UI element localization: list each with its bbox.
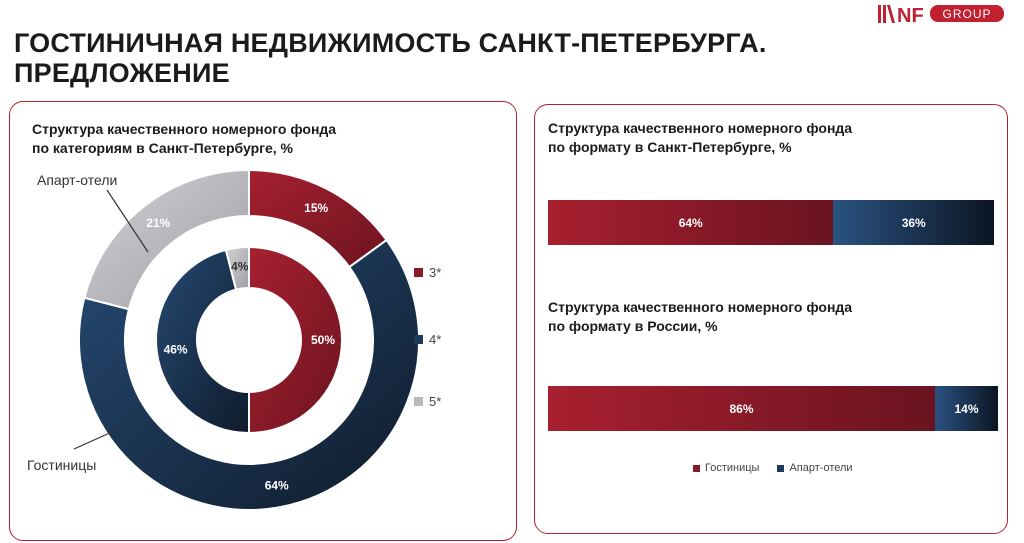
legend-item-3-star: 3* <box>414 265 441 280</box>
bar-russia-segment-apart: 14% <box>935 386 998 431</box>
bar-russia-label-apart: 14% <box>954 401 979 416</box>
spb-format-bar: 64% 36% <box>548 200 994 245</box>
legend-item-apart: Апарт-отели <box>777 462 853 474</box>
legend-label-apart: Апарт-отели <box>789 462 853 474</box>
bar-russia-label-hotels: 86% <box>729 401 754 416</box>
legend-label-3-star: 3* <box>429 265 442 280</box>
russia-format-title-line-2: по формату в России, % <box>548 318 718 334</box>
legend-swatch-apart <box>777 464 785 472</box>
legend-label-5-star: 5* <box>429 394 442 409</box>
spb-format-title: Структура качественного номерного фонда … <box>548 119 852 157</box>
legend-swatch-4-star <box>414 335 423 344</box>
logo-text: GROUP <box>942 7 991 21</box>
russia-format-title-line-1: Структура качественного номерного фонда <box>548 299 853 315</box>
logo-mark-text: NF <box>897 5 924 25</box>
donut-outer-slice-2 <box>78 238 420 511</box>
donut-outer-slice-3 <box>83 168 250 311</box>
leader-line-hotels <box>73 426 124 450</box>
bar-spb-segment-hotels: 64% <box>548 200 834 245</box>
donut-inner-slice-2 <box>155 248 250 435</box>
outer-label-apart: Апарт-отели <box>37 172 117 188</box>
bar-spb-label-hotels: 64% <box>678 215 703 230</box>
legend-item-4-star: 4* <box>414 332 441 347</box>
bar-spb-label-apart: 36% <box>901 215 926 230</box>
legend-swatch-5-star <box>414 397 423 406</box>
donut-inner-label-1: 50% <box>311 333 335 347</box>
leader-line-apart <box>106 189 149 253</box>
donut-outer-label-3: 21% <box>146 216 170 230</box>
spb-format-title-line-2: по формату в Санкт-Петербурге, % <box>548 139 792 155</box>
logo-mark-icon <box>878 5 895 23</box>
legend-swatch-3-star <box>414 268 423 277</box>
format-structure-card: Структура качественного номерного фонда … <box>534 104 1008 534</box>
category-donut-chart: 15% 64% 21% 50% 46% 4% Апарт-отели Гостиницы <box>27 168 420 511</box>
category-structure-card: Структура качественного номерного фонда … <box>9 101 517 541</box>
category-card-title: Структура качественного номерного фонда … <box>32 120 336 158</box>
spb-format-title-line-1: Структура качественного номерного фонда <box>548 120 853 136</box>
donut-inner-label-2: 46% <box>164 342 188 356</box>
bar-spb-segment-apart: 36% <box>833 200 994 245</box>
page-title-line-1: ГОСТИНИЧНАЯ НЕДВИЖИМОСТЬ САНКТ-ПЕТЕРБУРГ… <box>14 28 767 58</box>
donut-labels: 15% 64% 21% 50% 46% 4% <box>146 201 335 492</box>
category-card-title-line-2: по категориям в Санкт-Петербурге, % <box>32 140 293 156</box>
russia-format-bar: 86% 14% <box>548 386 998 431</box>
legend-label-hotels: Гостиницы <box>705 462 760 474</box>
russia-format-title: Структура качественного номерного фонда … <box>548 298 852 336</box>
legend-label-4-star: 4* <box>429 332 442 347</box>
nf-group-logo: NF GROUP <box>878 5 1004 25</box>
donut-outer-label-1: 15% <box>304 201 328 215</box>
outer-label-hotels: Гостиницы <box>27 457 96 473</box>
donut-inner-slice-3 <box>224 245 250 291</box>
bar-russia-segment-hotels: 86% <box>548 386 935 431</box>
legend-swatch-hotels <box>693 464 700 472</box>
donut-inner-slice-1 <box>248 245 343 435</box>
legend-item-hotels: Гостиницы <box>693 462 759 474</box>
legend-item-5-star: 5* <box>414 394 441 409</box>
donut-slices <box>78 168 420 511</box>
logo-badge <box>930 5 1004 22</box>
page-title-line-2: ПРЕДЛОЖЕНИЕ <box>14 58 230 88</box>
donut-outer-label-2: 64% <box>265 478 289 492</box>
page-title: ГОСТИНИЧНАЯ НЕДВИЖИМОСТЬ САНКТ-ПЕТЕРБУРГ… <box>14 28 767 88</box>
donut-inner-label-3: 4% <box>231 260 249 274</box>
category-card-title-line-1: Структура качественного номерного фонда <box>32 121 337 137</box>
format-legend: Гостиницы Апарт-отели <box>693 462 853 474</box>
